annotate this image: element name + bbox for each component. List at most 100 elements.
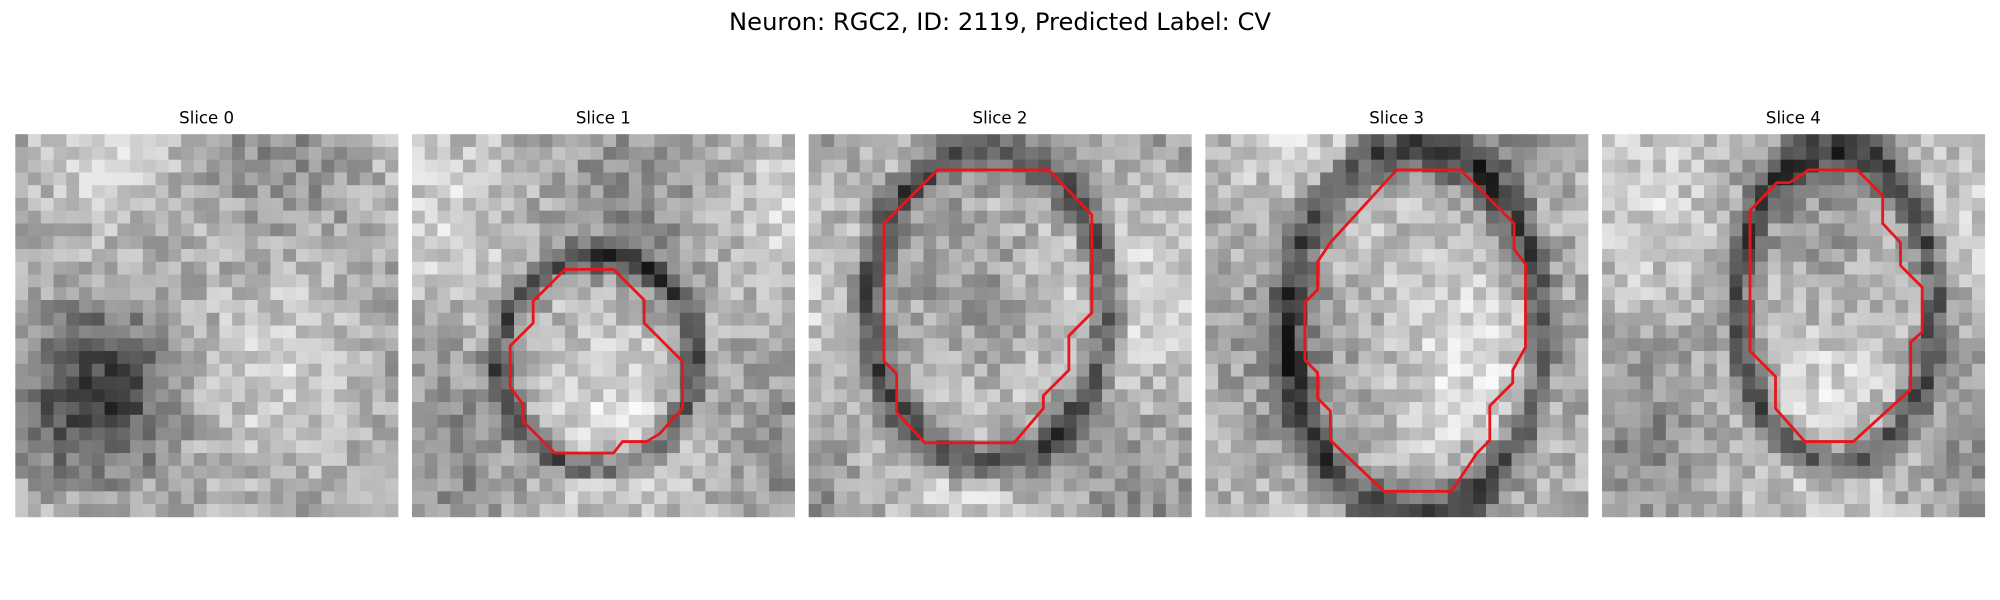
pixel [1920,504,1935,518]
pixel [270,185,284,199]
pixel [424,236,438,250]
pixel [117,236,131,250]
pixel [334,338,348,352]
pixel [1396,478,1410,492]
pixel [705,312,719,326]
pixel [15,134,29,148]
pixel [181,248,195,263]
pixel [53,427,67,441]
pixel [334,402,348,416]
pixel [1971,376,1986,390]
pixel [1473,159,1487,173]
pixel [539,134,553,148]
pixel [781,274,796,288]
pixel [1434,465,1449,479]
pixel [53,134,67,148]
pixel [808,453,822,467]
pixel [552,427,566,441]
pixel [616,389,630,403]
pixel [1307,172,1321,186]
pixel [424,325,438,339]
pixel [1332,363,1347,377]
pixel [463,134,477,148]
pixel [1806,236,1820,250]
pixel [130,440,144,454]
pixel [1498,402,1512,416]
pixel [514,185,528,199]
pixel [270,478,284,492]
pixel [1485,172,1500,186]
pixel [1205,159,1219,173]
pixel [1051,453,1065,467]
pixel [168,338,182,352]
pixel [1307,465,1321,479]
pixel [1076,491,1090,505]
pixel [257,287,271,301]
pixel [1498,363,1512,377]
pixel [155,312,169,326]
pixel [679,453,693,467]
pixel [181,465,195,479]
pixel [283,491,297,505]
pixel [910,478,924,492]
pixel [1653,491,1667,505]
pixel [463,312,477,326]
pixel [1320,504,1334,518]
pixel [1102,236,1116,250]
pixel [308,261,322,275]
pixel [1038,210,1052,224]
pixel [244,197,259,212]
pixel [1780,402,1794,416]
pixel [859,465,873,479]
pixel [53,197,67,212]
pixel [718,146,732,161]
pixel [1153,261,1167,275]
pixel [1434,248,1449,263]
pixel [1793,465,1807,479]
pixel [743,338,757,352]
pixel [488,440,502,454]
pixel [321,210,335,224]
pixel [1460,325,1474,339]
pixel [1536,504,1551,518]
pixel [1422,363,1436,377]
pixel [450,478,464,492]
pixel [526,402,540,416]
pixel [1307,402,1321,416]
pixel [808,389,822,403]
pixel [155,134,169,148]
pixel [1230,414,1245,428]
pixel [1946,312,1960,326]
pixel [1102,491,1116,505]
pixel [463,478,477,492]
pixel [283,159,297,173]
pixel [232,172,246,186]
pixel [155,389,169,403]
pixel [1933,351,1947,365]
pixel [616,172,630,186]
pixel [872,210,886,224]
pixel [628,236,642,250]
pixel [40,363,54,377]
pixel [667,236,681,250]
pixel [437,440,451,454]
pixel [603,351,617,365]
pixel [40,210,54,224]
pixel [1653,376,1667,390]
pixel [53,465,67,479]
pixel [1230,402,1245,416]
pixel [1485,414,1500,428]
pixel [28,414,42,428]
pixel [295,325,310,339]
pixel [1294,440,1308,454]
pixel [679,287,693,301]
pixel [577,325,591,339]
pixel [79,312,93,326]
pixel [104,338,118,352]
pixel [1294,223,1308,237]
pixel [834,248,848,263]
pixel [1307,248,1321,263]
pixel [1038,185,1052,199]
pixel [359,363,373,377]
pixel [1205,376,1219,390]
